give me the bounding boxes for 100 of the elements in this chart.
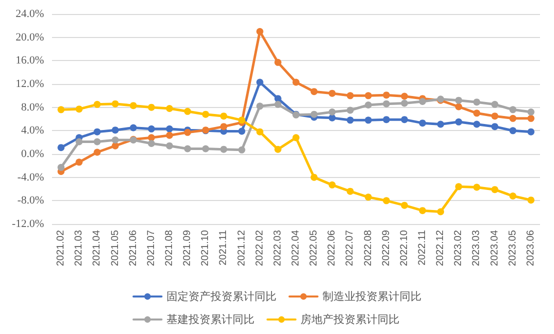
point bbox=[310, 88, 318, 96]
point bbox=[238, 116, 246, 124]
point bbox=[94, 128, 101, 136]
point bbox=[328, 114, 336, 122]
x-tick-label: 2023.03 bbox=[471, 230, 482, 266]
point bbox=[94, 138, 101, 146]
point bbox=[364, 102, 372, 108]
y-tick-label: 16.0% bbox=[16, 54, 44, 67]
point bbox=[400, 100, 408, 107]
point bbox=[400, 92, 408, 100]
point bbox=[509, 106, 516, 114]
point bbox=[346, 106, 354, 114]
x-tick-label: 2021.07 bbox=[146, 230, 157, 266]
y-tick-label: 12.0% bbox=[16, 78, 44, 90]
point bbox=[148, 134, 155, 142]
point bbox=[112, 100, 119, 108]
point bbox=[58, 144, 65, 152]
point bbox=[346, 92, 354, 100]
y-tick-label: -12.0% bbox=[12, 218, 44, 230]
x-tick-label: 2022.02 bbox=[254, 230, 266, 266]
point bbox=[202, 145, 210, 152]
point bbox=[382, 116, 390, 124]
x-tick-label: 2021.03 bbox=[74, 230, 85, 266]
x-tick-label: 2021.11 bbox=[218, 230, 230, 266]
y-tick-label: 4.0% bbox=[21, 124, 44, 137]
x-tick-label: 2022.07 bbox=[344, 230, 356, 266]
point bbox=[419, 98, 426, 105]
point bbox=[382, 197, 390, 204]
point bbox=[274, 100, 282, 108]
x-tick-label: 2021.10 bbox=[200, 230, 212, 266]
x-tick-label: 2022.03 bbox=[272, 230, 284, 266]
x-tick-label: 2021.02 bbox=[56, 230, 67, 266]
x-tick-label: 2023.05 bbox=[507, 230, 518, 266]
point bbox=[256, 28, 264, 35]
point bbox=[58, 164, 65, 171]
x-tick-label: 2022.09 bbox=[380, 230, 392, 266]
point bbox=[220, 146, 228, 153]
y-tick-label: 8.0% bbox=[21, 101, 44, 114]
point bbox=[148, 104, 155, 111]
x-tick-label: 2021.08 bbox=[164, 230, 175, 266]
point bbox=[328, 90, 336, 97]
legend-label: 房地产投资累计同比 bbox=[300, 313, 400, 326]
y-tick-label: 0.0% bbox=[21, 148, 44, 160]
legend-label: 制造业投资累计同比 bbox=[322, 290, 422, 303]
point bbox=[238, 128, 246, 135]
point bbox=[94, 100, 101, 108]
x-tick-label: 2023.04 bbox=[489, 230, 500, 266]
point bbox=[76, 158, 83, 166]
point bbox=[274, 146, 282, 153]
x-tick-label: 2023.06 bbox=[525, 230, 536, 266]
point bbox=[491, 100, 498, 108]
x-tick-label: 2021.06 bbox=[128, 230, 139, 266]
point bbox=[274, 95, 282, 102]
point bbox=[94, 148, 101, 156]
point bbox=[202, 110, 210, 118]
x-tick-label: 2021.04 bbox=[92, 230, 103, 266]
point bbox=[382, 92, 390, 99]
point bbox=[364, 194, 372, 201]
point bbox=[328, 181, 336, 188]
x-tick-label: 2022.08 bbox=[362, 230, 374, 266]
point bbox=[58, 106, 65, 114]
x-tick-label: 2021.12 bbox=[236, 230, 248, 266]
point bbox=[166, 142, 173, 150]
point bbox=[509, 114, 516, 122]
point bbox=[419, 120, 426, 127]
point bbox=[274, 58, 282, 66]
point bbox=[473, 110, 480, 117]
point bbox=[400, 116, 408, 124]
legend-label: 固定资产投资累计同比 bbox=[166, 290, 276, 303]
point bbox=[166, 105, 173, 112]
y-tick-label: 20.0% bbox=[16, 31, 44, 44]
point bbox=[527, 108, 534, 116]
point bbox=[238, 146, 246, 154]
point bbox=[184, 145, 192, 152]
point bbox=[527, 114, 534, 122]
point bbox=[166, 132, 173, 139]
point bbox=[256, 128, 264, 136]
point bbox=[527, 196, 534, 204]
point bbox=[455, 183, 462, 190]
x-tick-label: 2023.02 bbox=[453, 230, 464, 266]
point bbox=[328, 108, 336, 116]
point bbox=[346, 188, 354, 195]
point bbox=[527, 128, 534, 136]
point bbox=[364, 116, 372, 124]
point bbox=[112, 142, 119, 150]
y-tick-label: -4.0% bbox=[17, 171, 44, 184]
point bbox=[509, 192, 516, 200]
point bbox=[437, 208, 444, 216]
x-tick-label: 2021.05 bbox=[110, 230, 121, 266]
point bbox=[455, 118, 462, 126]
point bbox=[292, 134, 300, 142]
point bbox=[220, 112, 228, 120]
y-tick-label: 24.0% bbox=[16, 8, 44, 20]
point bbox=[382, 100, 390, 108]
point bbox=[310, 110, 318, 118]
point bbox=[509, 127, 516, 134]
point bbox=[112, 126, 119, 134]
point bbox=[473, 98, 480, 106]
point bbox=[76, 138, 83, 146]
point bbox=[491, 186, 498, 194]
